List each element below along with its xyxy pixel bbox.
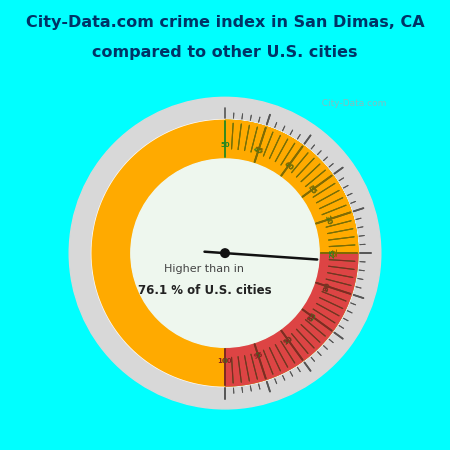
Polygon shape — [225, 120, 359, 387]
Text: City-Data.com crime index in San Dimas, CA: City-Data.com crime index in San Dimas, … — [26, 15, 424, 30]
Circle shape — [131, 159, 319, 347]
Text: 60: 60 — [283, 161, 294, 171]
Text: 90: 90 — [283, 335, 294, 346]
Text: 15: 15 — [307, 311, 318, 322]
Text: 20: 20 — [323, 281, 332, 292]
Text: 85: 85 — [307, 311, 318, 322]
Text: 5: 5 — [255, 352, 261, 359]
Text: 45: 45 — [253, 146, 264, 155]
Text: compared to other U.S. cities: compared to other U.S. cities — [92, 45, 358, 60]
Text: Higher than in: Higher than in — [164, 264, 244, 274]
Text: 100: 100 — [218, 358, 232, 364]
Text: 76.1 % of U.S. cities: 76.1 % of U.S. cities — [138, 284, 271, 297]
Text: City-Data.com: City-Data.com — [316, 99, 386, 108]
Circle shape — [69, 97, 381, 409]
Text: 55: 55 — [253, 146, 264, 155]
Text: 25: 25 — [330, 248, 336, 258]
Text: 95: 95 — [253, 351, 264, 360]
Text: 10: 10 — [283, 335, 294, 346]
Circle shape — [220, 249, 230, 257]
Text: 65: 65 — [307, 184, 317, 195]
Text: 0: 0 — [223, 358, 227, 364]
Text: 30: 30 — [323, 214, 332, 225]
Polygon shape — [91, 120, 359, 387]
Text: 40: 40 — [283, 161, 294, 171]
Text: 80: 80 — [323, 281, 332, 292]
Text: 50: 50 — [220, 142, 230, 148]
Text: 70: 70 — [323, 214, 332, 225]
Circle shape — [91, 120, 359, 387]
Polygon shape — [225, 253, 359, 387]
Text: 35: 35 — [307, 184, 318, 195]
Text: 75: 75 — [330, 248, 336, 258]
